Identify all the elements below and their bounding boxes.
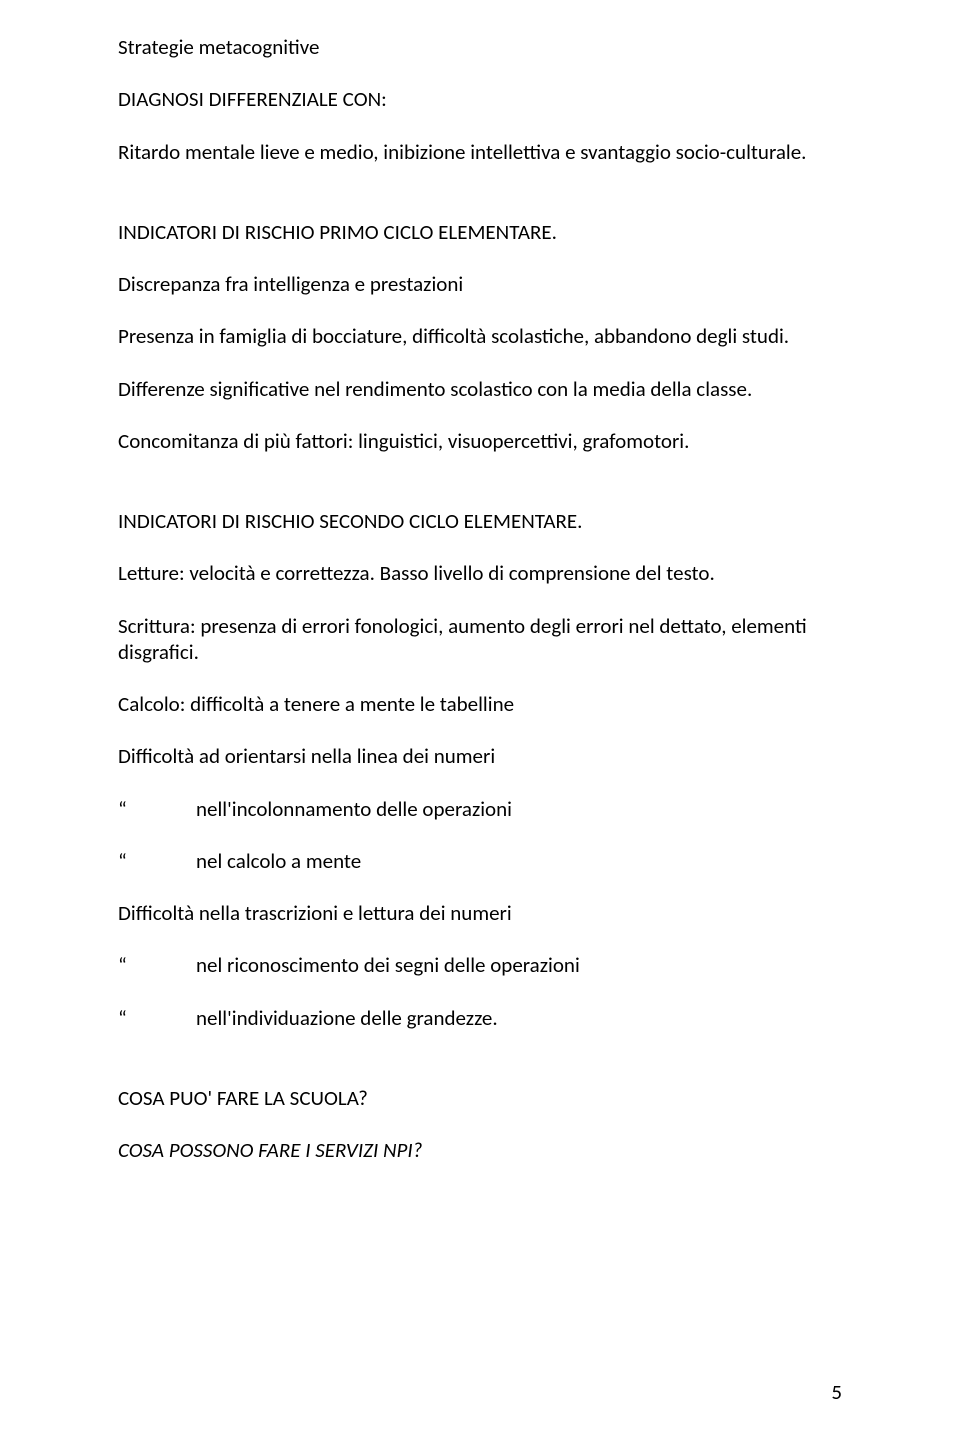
document-page: Strategie metacognitive DIAGNOSI DIFFERE… [0,0,960,1429]
indented-line: “ nel riconoscimento dei segni delle ope… [118,952,842,978]
spacer [118,1057,842,1085]
paragraph: Concomitanza di più fattori: linguistici… [118,428,842,454]
paragraph: Ritardo mentale lieve e medio, inibizion… [118,139,842,165]
paragraph: Difficoltà nella trascrizioni e lettura … [118,900,842,926]
page-number: 5 [831,1379,842,1405]
paragraph: INDICATORI DI RISCHIO PRIMO CICLO ELEMEN… [118,219,842,245]
indented-text: nell'individuazione delle grandezze. [196,1005,842,1031]
paragraph: Strategie metacognitive [118,34,842,60]
paragraph: Scrittura: presenza di errori fonologici… [118,613,842,666]
indented-line: “ nel calcolo a mente [118,848,842,874]
indented-line: “ nell'individuazione delle grandezze. [118,1005,842,1031]
paragraph: Differenze significative nel rendimento … [118,376,842,402]
paragraph: Letture: velocità e correttezza. Basso l… [118,560,842,586]
paragraph: Discrepanza fra intelligenza e prestazio… [118,271,842,297]
quote-mark: “ [118,848,196,874]
paragraph: Calcolo: difficoltà a tenere a mente le … [118,691,842,717]
paragraph: INDICATORI DI RISCHIO SECONDO CICLO ELEM… [118,508,842,534]
quote-mark: “ [118,952,196,978]
indented-text: nel riconoscimento dei segni delle opera… [196,952,842,978]
indented-text: nel calcolo a mente [196,848,842,874]
paragraph: Difficoltà ad orientarsi nella linea dei… [118,743,842,769]
paragraph: DIAGNOSI DIFFERENZIALE CON: [118,86,842,112]
paragraph: COSA PUO' FARE LA SCUOLA? [118,1085,842,1111]
spacer [118,480,842,508]
indented-line: “ nell'incolonnamento delle operazioni [118,796,842,822]
quote-mark: “ [118,796,196,822]
paragraph: Presenza in famiglia di bocciature, diff… [118,323,842,349]
paragraph-italic: COSA POSSONO FARE I SERVIZI NPI? [118,1137,842,1163]
spacer [118,191,842,219]
indented-text: nell'incolonnamento delle operazioni [196,796,842,822]
quote-mark: “ [118,1005,196,1031]
